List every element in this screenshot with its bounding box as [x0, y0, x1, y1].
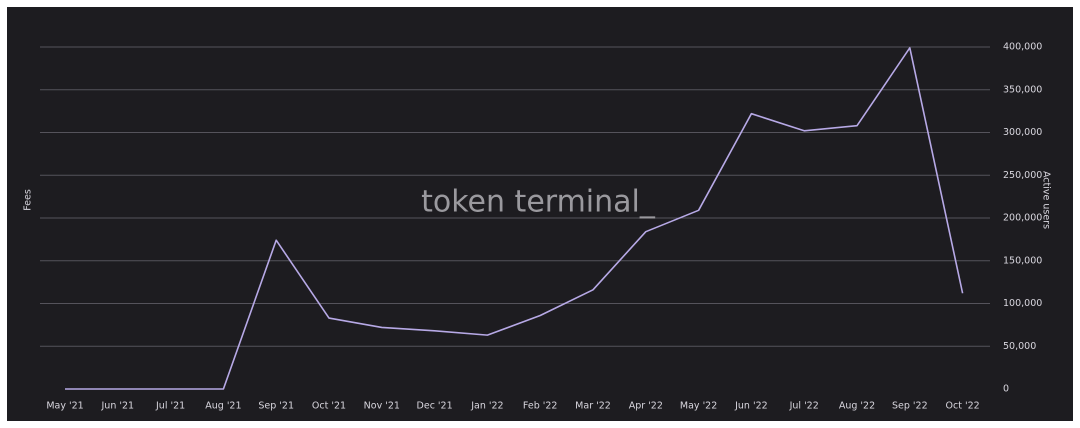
x-tick-label: Oct '21	[312, 401, 346, 412]
x-tick-label: May '22	[680, 401, 717, 412]
x-tick-label: Jul '21	[155, 401, 185, 412]
y2-axis-label: Active users	[1041, 171, 1052, 229]
x-tick-label: Dec '21	[417, 401, 453, 412]
x-tick-label: Jun '22	[734, 401, 768, 412]
watermark: token terminal_	[421, 185, 656, 220]
x-tick-label: Sep '22	[892, 401, 928, 412]
x-tick-label: Mar '22	[575, 401, 611, 412]
x-tick-label: Nov '21	[364, 401, 400, 412]
y2-tick-label: 150,000	[1003, 255, 1042, 266]
line-series	[65, 47, 964, 390]
y2-tick-label: 0	[1003, 384, 1009, 395]
x-tick-label: Aug '22	[839, 401, 875, 412]
x-tick-label: May '21	[46, 401, 83, 412]
chart-background	[7, 7, 1073, 421]
x-tick-label: Feb '22	[523, 401, 558, 412]
y2-tick-label: 50,000	[1003, 341, 1036, 352]
y2-tick-label: 350,000	[1003, 84, 1042, 95]
x-tick-label: Jul '22	[789, 401, 819, 412]
x-tick-label: Jun '21	[101, 401, 135, 412]
x-tick-label: Apr '22	[629, 401, 663, 412]
y2-tick-label: 300,000	[1003, 127, 1042, 138]
y2-tick-label: 200,000	[1003, 213, 1042, 224]
y2-tick-label: 100,000	[1003, 298, 1042, 309]
x-tick-label: Oct '22	[946, 401, 980, 412]
x-tick-label: Jan '22	[470, 401, 503, 412]
y-axis-label: Fees	[23, 189, 34, 211]
y2-tick-label: 400,000	[1003, 42, 1042, 53]
x-tick-label: Sep '21	[258, 401, 294, 412]
y2-tick-label: 250,000	[1003, 170, 1042, 181]
x-tick-label: Aug '21	[205, 401, 241, 412]
